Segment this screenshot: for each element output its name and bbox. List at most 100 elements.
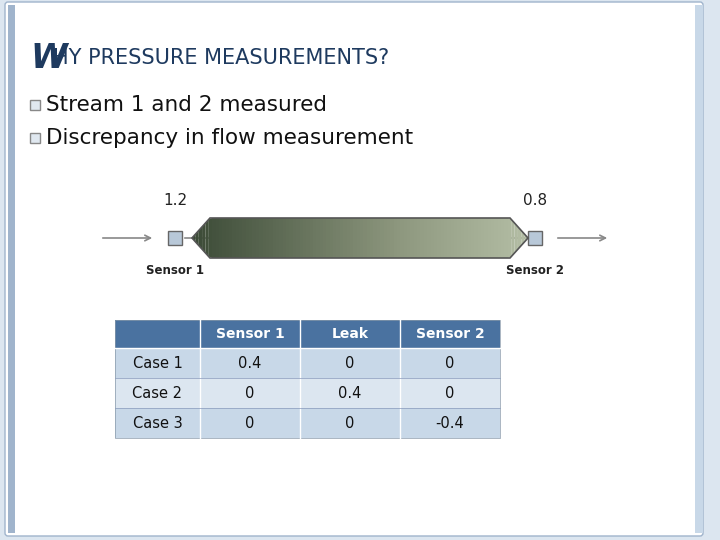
Bar xyxy=(8,5,15,533)
Text: Sensor 2: Sensor 2 xyxy=(415,327,485,341)
Polygon shape xyxy=(323,218,326,258)
Polygon shape xyxy=(474,218,477,258)
Polygon shape xyxy=(289,218,293,258)
Polygon shape xyxy=(333,218,336,258)
Polygon shape xyxy=(279,218,283,258)
Text: -0.4: -0.4 xyxy=(436,415,464,430)
Polygon shape xyxy=(199,227,202,249)
Bar xyxy=(115,408,200,438)
Polygon shape xyxy=(249,218,253,258)
Polygon shape xyxy=(407,218,410,258)
Polygon shape xyxy=(310,218,313,258)
Polygon shape xyxy=(505,218,508,258)
Text: 0: 0 xyxy=(445,355,455,370)
Polygon shape xyxy=(477,218,481,258)
Text: Case 2: Case 2 xyxy=(132,386,182,401)
Polygon shape xyxy=(414,218,417,258)
Polygon shape xyxy=(485,218,487,258)
Polygon shape xyxy=(296,218,300,258)
Polygon shape xyxy=(380,218,384,258)
Bar xyxy=(400,320,500,348)
Polygon shape xyxy=(427,218,431,258)
Bar xyxy=(300,378,400,408)
Polygon shape xyxy=(434,218,437,258)
Polygon shape xyxy=(471,218,474,258)
Polygon shape xyxy=(222,218,225,258)
Polygon shape xyxy=(424,218,427,258)
Polygon shape xyxy=(215,218,219,258)
Text: 0.4: 0.4 xyxy=(238,355,261,370)
Polygon shape xyxy=(481,218,485,258)
Polygon shape xyxy=(518,227,521,249)
Polygon shape xyxy=(229,218,233,258)
Polygon shape xyxy=(364,218,366,258)
Polygon shape xyxy=(377,218,380,258)
Polygon shape xyxy=(511,219,515,256)
Polygon shape xyxy=(444,218,447,258)
Text: 0.8: 0.8 xyxy=(523,193,547,208)
Bar xyxy=(695,5,703,533)
Bar xyxy=(528,231,542,245)
Polygon shape xyxy=(521,231,525,246)
FancyBboxPatch shape xyxy=(5,2,703,536)
Text: Sensor 1: Sensor 1 xyxy=(146,264,204,277)
Polygon shape xyxy=(320,218,323,258)
Polygon shape xyxy=(286,218,289,258)
Polygon shape xyxy=(253,218,256,258)
Bar xyxy=(400,378,500,408)
Polygon shape xyxy=(212,218,215,258)
Bar xyxy=(200,320,300,348)
Polygon shape xyxy=(464,218,467,258)
Polygon shape xyxy=(266,218,269,258)
Polygon shape xyxy=(306,218,310,258)
Polygon shape xyxy=(457,218,461,258)
Bar xyxy=(200,408,300,438)
Polygon shape xyxy=(246,218,249,258)
Text: Case 3: Case 3 xyxy=(132,415,182,430)
Polygon shape xyxy=(387,218,390,258)
Text: 1.2: 1.2 xyxy=(163,193,187,208)
Polygon shape xyxy=(350,218,354,258)
Text: 0: 0 xyxy=(346,415,355,430)
Polygon shape xyxy=(366,218,370,258)
Polygon shape xyxy=(400,218,404,258)
Polygon shape xyxy=(192,234,195,242)
Polygon shape xyxy=(420,218,424,258)
Polygon shape xyxy=(454,218,457,258)
Polygon shape xyxy=(283,218,286,258)
Polygon shape xyxy=(209,218,212,258)
Polygon shape xyxy=(384,218,387,258)
Bar xyxy=(115,320,500,438)
Polygon shape xyxy=(437,218,441,258)
Bar xyxy=(30,133,40,143)
Polygon shape xyxy=(336,218,340,258)
Polygon shape xyxy=(195,231,199,246)
Polygon shape xyxy=(293,218,296,258)
Polygon shape xyxy=(487,218,491,258)
Polygon shape xyxy=(370,218,374,258)
Text: Leak: Leak xyxy=(331,327,369,341)
Bar xyxy=(200,348,300,378)
Bar xyxy=(115,320,200,348)
Polygon shape xyxy=(256,218,259,258)
Polygon shape xyxy=(300,218,303,258)
Text: Sensor 2: Sensor 2 xyxy=(506,264,564,277)
Polygon shape xyxy=(525,234,528,242)
Polygon shape xyxy=(491,218,495,258)
Polygon shape xyxy=(356,218,360,258)
Polygon shape xyxy=(243,218,246,258)
Polygon shape xyxy=(239,218,243,258)
Text: 0: 0 xyxy=(246,386,255,401)
Polygon shape xyxy=(273,218,276,258)
Text: 0: 0 xyxy=(346,355,355,370)
Polygon shape xyxy=(447,218,451,258)
Bar xyxy=(300,348,400,378)
Polygon shape xyxy=(235,218,239,258)
Text: Discrepancy in flow measurement: Discrepancy in flow measurement xyxy=(46,128,413,148)
Polygon shape xyxy=(343,218,346,258)
Polygon shape xyxy=(202,223,205,253)
Polygon shape xyxy=(219,218,222,258)
Polygon shape xyxy=(515,223,518,253)
Text: Stream 1 and 2 measured: Stream 1 and 2 measured xyxy=(46,95,327,115)
Polygon shape xyxy=(340,218,343,258)
